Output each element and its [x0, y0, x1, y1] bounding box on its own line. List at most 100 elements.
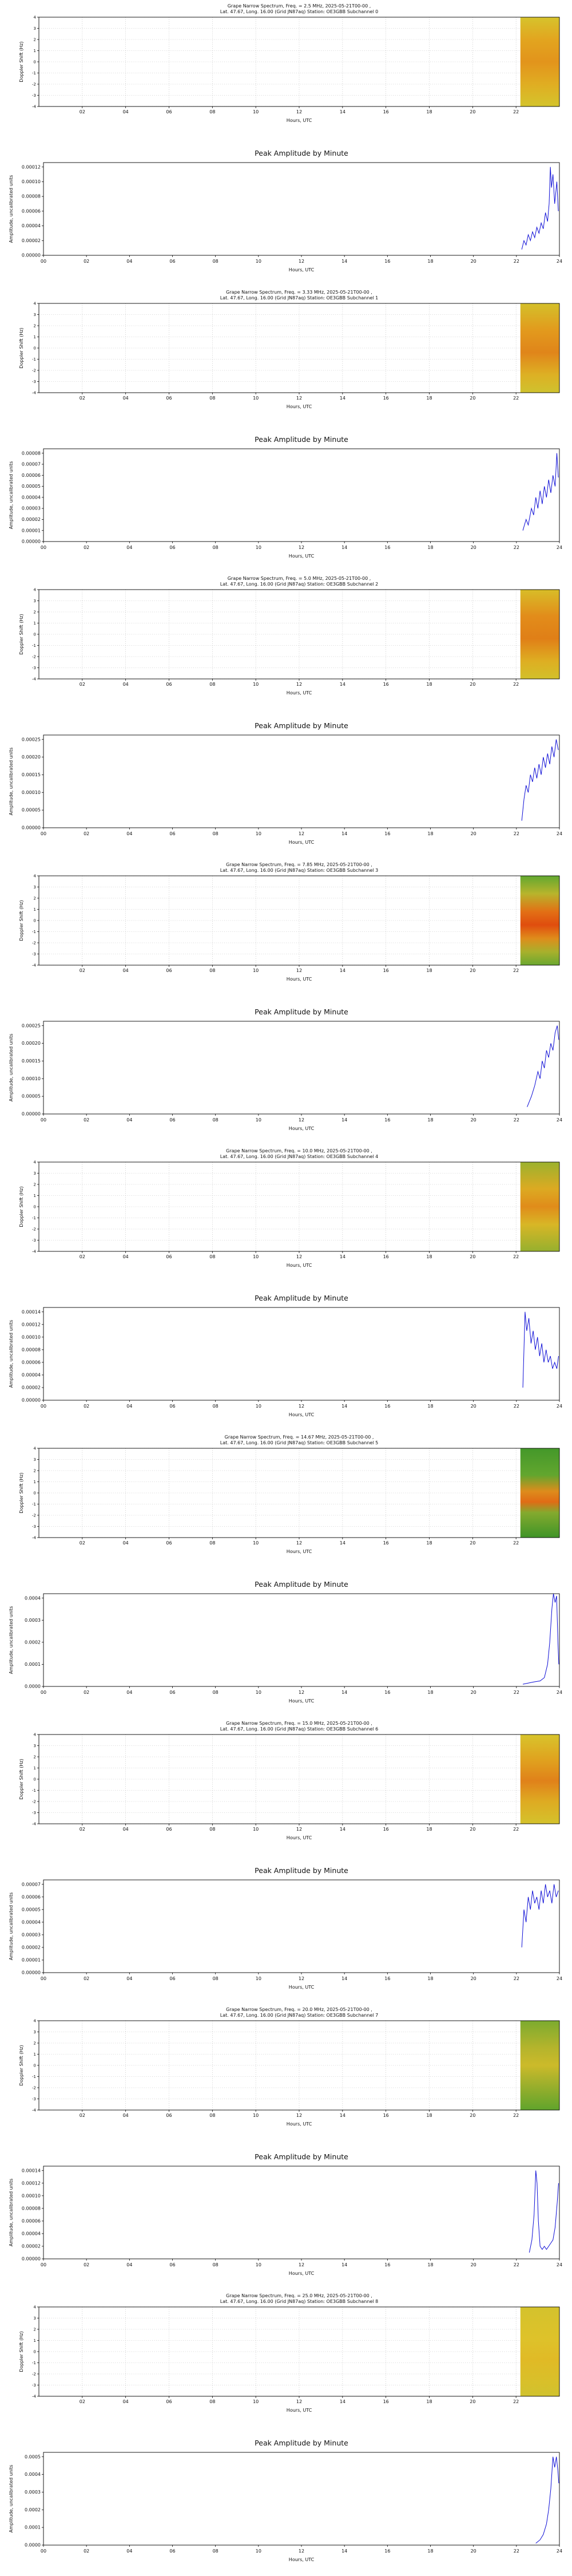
amplitude-xtick-label: 08: [213, 1404, 219, 1409]
amplitude-xtick-label: 00: [41, 259, 46, 264]
amplitude-xtick-label: 06: [169, 1690, 175, 1695]
amplitude-ytick-label: 0.00010: [22, 1334, 41, 1340]
amplitude-xtick-label: 24: [557, 1690, 562, 1695]
spectrogram-ytick-label: 2: [34, 1468, 36, 1473]
spectrogram-xtick-label: 10: [253, 682, 259, 687]
spectrogram-ytick-label: 1: [34, 1194, 36, 1198]
spectrogram-ytick-label: 0: [34, 1204, 36, 1209]
spectrogram-xlabel: Hours, UTC: [287, 977, 312, 982]
axis-ticks: [37, 2306, 517, 2398]
spectrogram-xtick-label: 18: [426, 2399, 432, 2404]
amplitude-xtick-label: 00: [41, 2262, 46, 2267]
amplitude-plot: 0.00000 0.00005 0.00010 0.00015 0.00020 0.000…: [9, 721, 562, 845]
amplitude-xtick-label: 04: [126, 259, 132, 264]
amplitude-xtick-label: 18: [427, 831, 433, 836]
amplitude-xlabel: Hours, UTC: [289, 1126, 315, 1131]
spectrogram-ytick-label: -4: [32, 1249, 37, 1254]
spectrogram-xtick-label: 08: [209, 682, 215, 687]
amplitude-xtick-label: 16: [384, 259, 390, 264]
amplitude-ytick-label: 0.00000: [22, 1112, 41, 1117]
amplitude-xtick-label: 24: [557, 2262, 562, 2267]
spectrogram-ytick-label: -2: [32, 2372, 36, 2376]
axis-ticks: [42, 1311, 560, 1402]
spectrogram-xtick-label: 12: [296, 109, 302, 114]
spectrogram-ytick-label: 2: [34, 37, 36, 42]
plot-border: [38, 875, 560, 966]
amplitude-ytick-label: 0.00002: [22, 1945, 41, 1950]
spectrogram-ylabel: Doppler Shift (Hz): [19, 327, 24, 368]
amplitude-ylabel: Amplitude, uncalibrated units: [9, 175, 14, 243]
spectrogram-xtick-label: 16: [383, 1254, 389, 1259]
amplitude-xtick-label: 06: [169, 2549, 175, 2554]
axis-ticks: [37, 875, 517, 967]
amplitude-xtick-label: 16: [384, 1976, 390, 1981]
spectrogram-title-line2: Lat. 47.67, Long. 16.00 (Grid JN87aq) St…: [220, 1154, 378, 1159]
subchannel-block-1: 4 3 2 1 0 -1 -2 -3 -4 02 04 06 08 10 12 14 16 18 20 22 Grape…: [0, 286, 572, 572]
amplitude-xtick-label: 20: [471, 2549, 476, 2554]
amplitude-xtick-label: 06: [169, 259, 175, 264]
plot-background: [43, 1594, 559, 1686]
amplitude-xtick-label: 20: [471, 2262, 476, 2267]
amplitude-ytick-label: 0.0003: [25, 1618, 41, 1623]
amplitude-xtick-label: 14: [341, 1690, 347, 1695]
spectrogram-ytick-label: -2: [32, 1227, 36, 1231]
amplitude-xlabel: Hours, UTC: [289, 2557, 315, 2562]
amplitude-xtick-label: 06: [169, 2262, 175, 2267]
spectrogram-xtick-label: 06: [166, 682, 172, 687]
spectrogram-ylabel: Doppler Shift (Hz): [19, 900, 24, 941]
amplitude-figure: 0.0000 0.0001 0.0002 0.0003 0.0004 0.0005 00 02…: [0, 2433, 572, 2576]
spectrogram-title-line2: Lat. 47.67, Long. 16.00 (Grid JN87aq) St…: [220, 9, 378, 14]
amplitude-ytick-label: 0.00005: [22, 1094, 41, 1099]
amplitude-xtick-label: 22: [514, 259, 519, 264]
spectrogram-ytick-label: -2: [32, 654, 36, 659]
amplitude-xtick-label: 10: [256, 545, 261, 550]
spectrogram-xtick-label: 04: [123, 396, 129, 401]
axis-ticks: [37, 303, 517, 394]
amplitude-xtick-label: 04: [126, 2262, 132, 2267]
spectrogram-xlabel: Hours, UTC: [287, 1835, 312, 1840]
amplitude-xtick-label: 08: [213, 545, 219, 550]
amplitude-ytick-label: 0.00007: [22, 1882, 41, 1887]
spectrogram-xtick-label: 12: [296, 2399, 302, 2404]
amplitude-plot: 0.0000 0.0001 0.0002 0.0003 0.0004 0.0005 00 02…: [9, 2439, 562, 2562]
plot-border: [43, 1593, 560, 1687]
spectrogram-xtick-label: 20: [470, 2399, 475, 2404]
amplitude-ytick-label: 0.00006: [22, 1360, 41, 1365]
spectrogram-ytick-label: 3: [34, 1744, 36, 1748]
amplitude-xtick-label: 14: [341, 1404, 347, 1409]
spectrogram-xtick-label: 04: [123, 109, 129, 114]
spectrogram-ylabel: Doppler Shift (Hz): [19, 1186, 24, 1227]
spectrogram-ytick-label: -1: [32, 930, 36, 934]
spectrogram-xtick-label: 08: [209, 109, 215, 114]
spectrogram-ytick-label: -3: [32, 93, 36, 98]
spectrogram-ytick-label: 3: [34, 313, 36, 317]
spectrogram-xtick-label: 22: [513, 396, 519, 401]
amplitude-xtick-label: 06: [169, 1976, 175, 1981]
amplitude-ytick-label: 0.00008: [22, 194, 41, 199]
amplitude-xtick-label: 02: [84, 2262, 89, 2267]
amplitude-ytick-label: 0.0003: [25, 2490, 41, 2495]
spectrogram-figure: 4 3 2 1 0 -1 -2 -3 -4 02 04 06 08 10 12 14 16 18 20 22 Grape…: [0, 859, 572, 1002]
amplitude-xtick-label: 14: [341, 2549, 347, 2554]
spectrogram-ytick-label: -4: [32, 2108, 37, 2112]
amplitude-figure: 0.00000 0.00005 0.00010 0.00015 0.00020 0.000…: [0, 716, 572, 859]
plot-background: [43, 735, 559, 828]
amplitude-xtick-label: 10: [256, 1117, 261, 1123]
amplitude-ytick-label: 0.00010: [22, 790, 41, 795]
amplitude-xtick-label: 12: [299, 1404, 304, 1409]
spectrogram-xtick-label: 14: [340, 682, 345, 687]
amplitude-ytick-label: 0.00012: [22, 2180, 41, 2186]
spectrogram-xtick-label: 14: [340, 2399, 345, 2404]
spectrogram-ytick-label: -2: [32, 1799, 36, 1804]
amplitude-xtick-label: 24: [557, 831, 562, 836]
amplitude-ylabel: Amplitude, uncalibrated units: [9, 461, 14, 530]
amplitude-ytick-label: 0.0000: [25, 1684, 41, 1689]
subchannel-block-6: 4 3 2 1 0 -1 -2 -3 -4 02 04 06 08 10 12 14 16 18 20 22 Grape…: [0, 1717, 572, 2004]
amplitude-xtick-label: 24: [557, 259, 562, 264]
amplitude-xtick-label: 08: [213, 831, 219, 836]
amplitude-plot: 0.00000 0.00002 0.00004 0.00006 0.00008 0.000…: [9, 1294, 562, 1417]
amplitude-xtick-label: 12: [299, 2549, 304, 2554]
amplitude-xtick-label: 22: [514, 545, 519, 550]
amplitude-ytick-label: 0.00004: [22, 1919, 41, 1925]
